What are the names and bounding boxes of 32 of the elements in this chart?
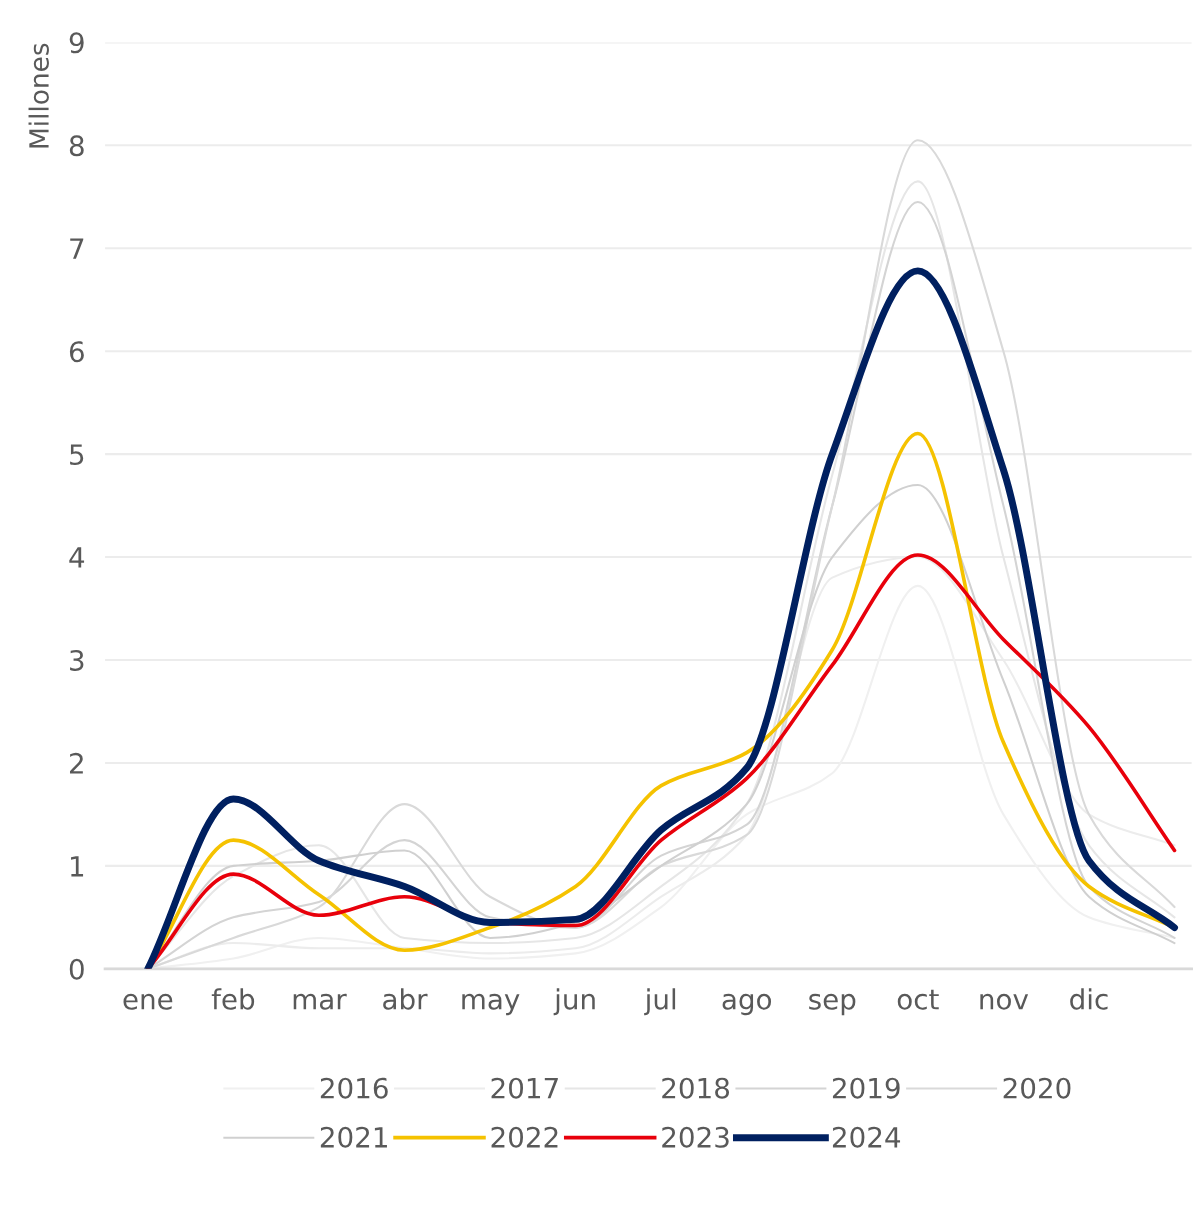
legend-label: 2019 bbox=[832, 1077, 900, 1099]
y-tick-label: 7 bbox=[70, 238, 84, 259]
y-tick-label: 6 bbox=[69, 341, 84, 363]
x-tick-label: feb bbox=[211, 988, 255, 1010]
x-tick-label: oct bbox=[897, 989, 939, 1010]
legend-label: 2023 bbox=[662, 1126, 729, 1148]
legend-label: 2017 bbox=[491, 1077, 558, 1099]
y-tick-label: 0 bbox=[69, 958, 84, 980]
x-tick-label: dic bbox=[1070, 988, 1108, 1010]
legend-label: 2021 bbox=[320, 1126, 387, 1148]
y-tick-label: 1 bbox=[71, 856, 84, 877]
y-tick-label: 9 bbox=[69, 32, 84, 54]
x-tick-label: sep bbox=[809, 993, 856, 1016]
legend-label: 2020 bbox=[1003, 1077, 1071, 1099]
legend-label: 2024 bbox=[832, 1126, 901, 1148]
x-tick-label: abr bbox=[383, 988, 428, 1010]
x-tick-label: may bbox=[462, 993, 520, 1016]
x-tick-label: nov bbox=[980, 993, 1029, 1010]
x-tick-label: jul bbox=[644, 988, 676, 1016]
x-tick-label: ene bbox=[123, 993, 173, 1010]
legend-label: 2018 bbox=[662, 1077, 730, 1099]
x-tick-label: mar bbox=[293, 993, 347, 1010]
y-axis-title: Millones bbox=[28, 43, 49, 148]
y-tick-label: 4 bbox=[69, 547, 85, 568]
legend-label: 2016 bbox=[320, 1077, 388, 1099]
legend-label: 2022 bbox=[491, 1126, 558, 1148]
y-tick-label: 5 bbox=[70, 444, 84, 466]
y-tick-label: 8 bbox=[69, 135, 84, 157]
y-tick-label: 3 bbox=[70, 649, 84, 671]
x-tick-label: ago bbox=[722, 993, 772, 1016]
y-tick-label: 2 bbox=[69, 752, 83, 774]
x-tick-label: jun bbox=[553, 988, 595, 1016]
